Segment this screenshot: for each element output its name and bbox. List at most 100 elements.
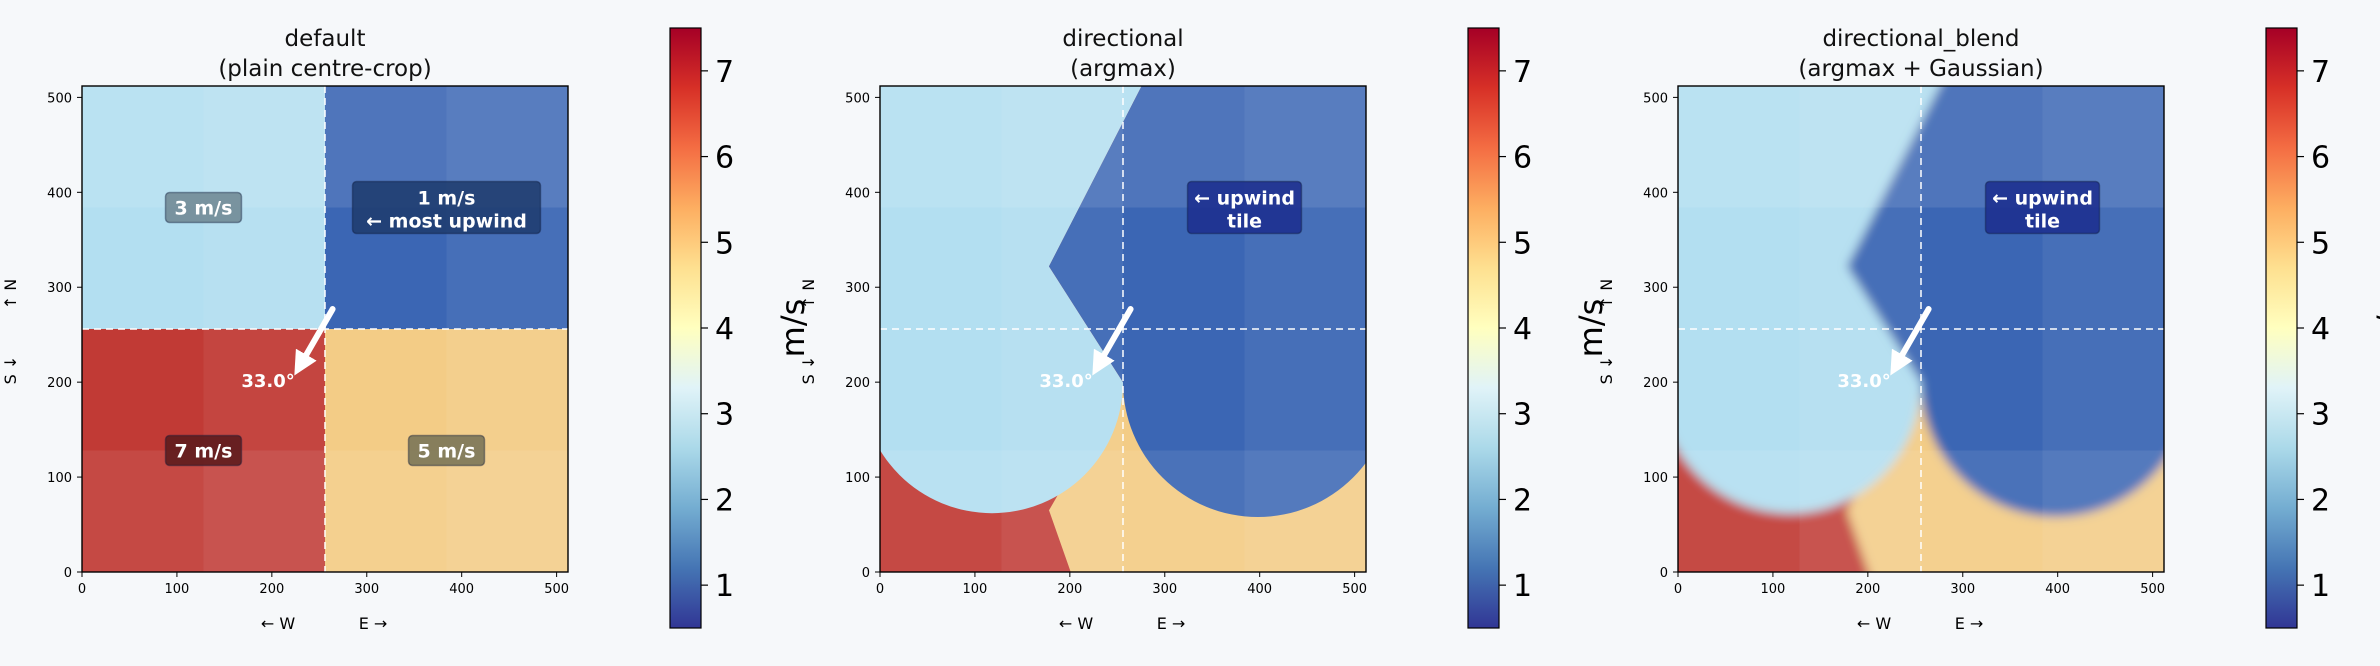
panel-subtitle: (argmax) bbox=[1070, 56, 1176, 82]
colorbar-tick-label: 2 bbox=[1513, 483, 1532, 518]
x-tick-label: 0 bbox=[78, 582, 86, 597]
colorbar-tick-label: 6 bbox=[1513, 141, 1532, 176]
x-tick-label: 100 bbox=[165, 582, 190, 597]
region-3 bbox=[1678, 86, 1940, 514]
colorbar-tick-label: 5 bbox=[715, 226, 734, 261]
annotation-box bbox=[1984, 180, 2101, 235]
y-label-south: S ↓ bbox=[1, 356, 20, 385]
x-tick-label: 400 bbox=[2045, 582, 2070, 597]
wind-angle-label: 33.0° bbox=[1837, 371, 1890, 392]
panel-title: directional_blend bbox=[1822, 26, 2019, 52]
panel-title: directional bbox=[1062, 26, 1183, 52]
wind-field bbox=[82, 86, 568, 572]
colorbar-tick-label: 4 bbox=[1513, 312, 1532, 347]
colorbar-tick-label: 3 bbox=[715, 398, 734, 433]
panel-blend: 0 100 200 300 400 500 0 100 200 300 400 500 ← W E → S … bbox=[1597, 26, 2380, 633]
y-tick-label: 0 bbox=[1660, 566, 1668, 581]
x-label-east: E → bbox=[1955, 614, 1984, 633]
colorbar-tick-label: 6 bbox=[2311, 141, 2330, 176]
x-tick-label: 0 bbox=[876, 582, 884, 597]
y-tick-label: 200 bbox=[1643, 376, 1668, 391]
wind-field bbox=[880, 86, 1366, 572]
colorbar-tick-label: 2 bbox=[2311, 483, 2330, 518]
x-tick-label: 200 bbox=[1855, 582, 1880, 597]
axes-frame bbox=[1677, 85, 2165, 573]
wind-arrow bbox=[294, 306, 336, 376]
wind-field bbox=[1678, 86, 2164, 572]
y-tick-label: 100 bbox=[845, 471, 870, 486]
colorbar: 1 2 3 4 5 6 7 m/s bbox=[669, 27, 812, 629]
x-label-west: ← W bbox=[1059, 614, 1093, 633]
x-label-west: ← W bbox=[261, 614, 295, 633]
y-label-north: ↑ N bbox=[1, 279, 20, 309]
annotation-text: 5 m/s bbox=[418, 441, 476, 463]
panel-directional: 0 100 200 300 400 500 0 100 200 300 400 500 ← W E → S … bbox=[799, 26, 1610, 633]
x-label-west: ← W bbox=[1857, 614, 1891, 633]
colorbar-label: m/s bbox=[774, 299, 812, 358]
annotation-box bbox=[351, 180, 542, 235]
y-tick-label: 300 bbox=[1643, 281, 1668, 296]
y-tick-label: 300 bbox=[47, 281, 72, 296]
x-tick-label: 300 bbox=[1152, 582, 1177, 597]
annotation-text: 7 m/s bbox=[175, 441, 233, 463]
annotation-text: 1 m/s bbox=[418, 188, 476, 210]
x-label-east: E → bbox=[1157, 614, 1186, 633]
wind-angle-label: 33.0° bbox=[241, 371, 294, 392]
colorbar-tick-label: 7 bbox=[715, 55, 734, 90]
x-tick-label: 300 bbox=[354, 582, 379, 597]
panel-default: 0 100 200 300 400 500 0 100 200 300 400 500 ← W E → S … bbox=[1, 26, 812, 633]
colorbar-tick-label: 2 bbox=[715, 483, 734, 518]
annotation-text-line2: tile bbox=[2025, 211, 2060, 233]
x-tick-label: 400 bbox=[449, 582, 474, 597]
wind-arrow bbox=[1092, 306, 1134, 376]
annotation-text-line2: tile bbox=[1227, 211, 1262, 233]
colorbar-tick-label: 1 bbox=[1513, 569, 1532, 604]
panel-subtitle: (argmax + Gaussian) bbox=[1798, 56, 2043, 82]
annotation-text: 3 m/s bbox=[175, 198, 233, 220]
x-tick-label: 400 bbox=[1247, 582, 1272, 597]
colorbar-label: m/s bbox=[1572, 299, 1610, 358]
x-tick-label: 200 bbox=[1057, 582, 1082, 597]
colorbar-tick-label: 1 bbox=[715, 569, 734, 604]
y-tick-label: 200 bbox=[47, 376, 72, 391]
colorbar-tick-label: 7 bbox=[2311, 55, 2330, 90]
annotation-text: ← upwind bbox=[1194, 188, 1295, 210]
panel-title: default bbox=[285, 26, 366, 52]
colorbar-tick-label: 4 bbox=[715, 312, 734, 347]
x-tick-label: 500 bbox=[544, 582, 569, 597]
y-tick-label: 100 bbox=[47, 471, 72, 486]
x-tick-label: 300 bbox=[1950, 582, 1975, 597]
colorbar-gradient bbox=[2265, 27, 2298, 629]
y-tick-label: 200 bbox=[845, 376, 870, 391]
colorbar-gradient bbox=[669, 27, 702, 629]
y-tick-label: 400 bbox=[47, 186, 72, 201]
y-label-north: ↑ N bbox=[1597, 279, 1616, 309]
x-tick-label: 500 bbox=[1342, 582, 1367, 597]
annotation-box bbox=[164, 191, 243, 224]
colorbar-tick-label: 1 bbox=[2311, 569, 2330, 604]
x-tick-label: 100 bbox=[963, 582, 988, 597]
axes-frame bbox=[879, 85, 1367, 573]
y-tick-label: 400 bbox=[1643, 186, 1668, 201]
y-tick-label: 500 bbox=[47, 91, 72, 106]
axes-frame bbox=[81, 85, 569, 573]
annotation-text: ← upwind bbox=[1992, 188, 2093, 210]
annotation-box bbox=[1186, 180, 1303, 235]
colorbar-tick-label: 5 bbox=[1513, 226, 1532, 261]
panel-subtitle: (plain centre-crop) bbox=[218, 56, 431, 82]
region-3 bbox=[880, 86, 1142, 514]
y-label-south: S ↓ bbox=[799, 356, 818, 385]
colorbar-gradient bbox=[1467, 27, 1500, 629]
wind-angle-label: 33.0° bbox=[1039, 371, 1092, 392]
x-tick-label: 0 bbox=[1674, 582, 1682, 597]
y-tick-label: 0 bbox=[862, 566, 870, 581]
colorbar-tick-label: 4 bbox=[2311, 312, 2330, 347]
y-tick-label: 100 bbox=[1643, 471, 1668, 486]
wind-arrow bbox=[1890, 306, 1932, 376]
colorbar-tick-label: 7 bbox=[1513, 55, 1532, 90]
colorbar-tick-label: 5 bbox=[2311, 226, 2330, 261]
annotation-box bbox=[407, 434, 486, 467]
colorbar-tick-label: 3 bbox=[2311, 398, 2330, 433]
colorbar-tick-label: 6 bbox=[715, 141, 734, 176]
y-tick-label: 0 bbox=[64, 566, 72, 581]
